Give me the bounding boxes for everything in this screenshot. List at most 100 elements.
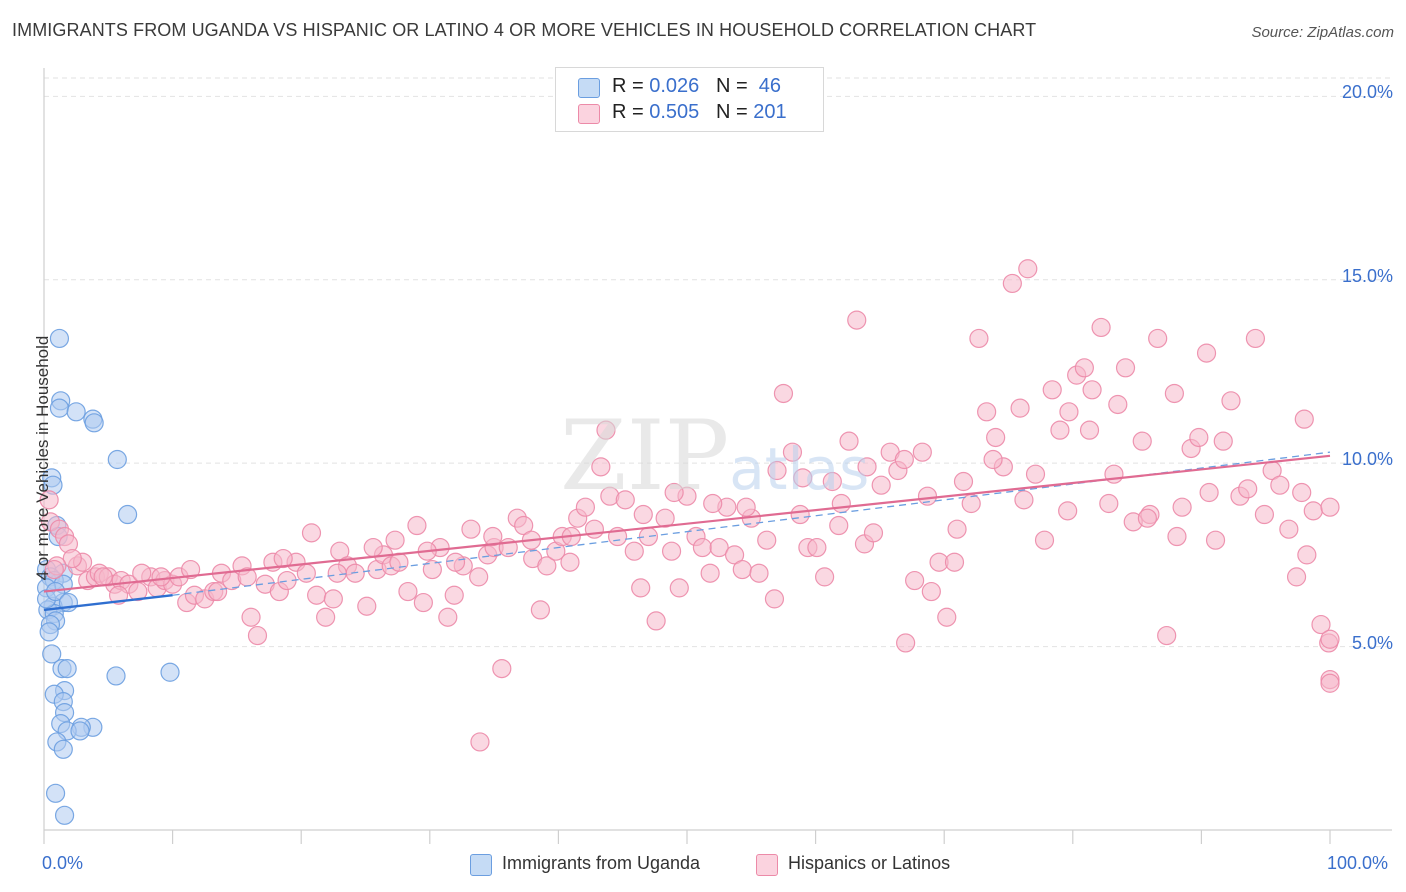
hispanic-point: [1294, 409, 1314, 429]
hispanic-point: [537, 556, 557, 576]
hispanic-point: [208, 581, 228, 602]
hispanic-point: [357, 596, 377, 616]
hispanic-point: [181, 559, 201, 580]
hispanic-point: [492, 658, 512, 679]
hispanic-point: [530, 600, 550, 620]
hispanic-point: [1238, 479, 1258, 499]
hispanic-point: [807, 537, 827, 558]
watermark-zip: ZIP: [560, 400, 730, 512]
hispanic-point: [1042, 380, 1062, 400]
hispanic-point: [151, 567, 171, 587]
hispanic-point: [1014, 490, 1034, 510]
hispanic-point: [661, 541, 682, 561]
hispanic-point: [1196, 343, 1217, 363]
hispanic-point: [1074, 358, 1094, 378]
bottom-legend-label-hispanic: Hispanics or Latinos: [788, 853, 951, 873]
hispanic-point: [1221, 391, 1241, 411]
hispanic-point: [631, 578, 651, 598]
hispanic-point: [1025, 464, 1046, 484]
hispanic-trend-line: [43, 454, 1331, 593]
stats-legend: R = 0.026 N = 46 R = 0.505 N = 201: [555, 67, 824, 132]
hispanic-point: [749, 563, 769, 583]
uganda-point: [45, 783, 66, 803]
hispanic-point: [1082, 380, 1102, 400]
hispanic-point: [1115, 358, 1136, 378]
hispanic-point: [1091, 317, 1111, 338]
source-label: Source: ZipAtlas.com: [1251, 24, 1394, 41]
hispanic-point: [732, 559, 752, 580]
hispanic-point: [1320, 497, 1340, 517]
hispanic-point: [1002, 273, 1022, 294]
hispanic-point: [1104, 464, 1124, 484]
uganda-points: [36, 328, 180, 825]
uganda-point: [66, 402, 86, 422]
hispanic-point: [1108, 394, 1128, 415]
hispanic-point: [839, 431, 859, 451]
hispanic-point: [764, 589, 785, 609]
hispanic-point: [944, 552, 965, 572]
hispanic-point: [413, 592, 433, 613]
hispanic-point: [773, 383, 794, 404]
hispanic-point: [1058, 501, 1078, 521]
hispanic-point: [1292, 482, 1312, 503]
hispanic-point: [1297, 545, 1317, 565]
hispanic-point: [782, 442, 803, 462]
hispanic-point: [1286, 567, 1307, 587]
hispanic-point: [983, 449, 1003, 470]
hispanic-point: [1059, 402, 1079, 422]
hispanic-point: [1148, 328, 1168, 349]
hispanic-point: [912, 442, 932, 462]
hispanic-point: [871, 475, 891, 495]
hispanic-point: [241, 607, 261, 627]
hispanic-point: [1099, 493, 1119, 514]
uganda-point: [106, 666, 126, 686]
hispanic-point: [584, 519, 605, 539]
hispanic-point: [757, 530, 777, 550]
hispanic-point: [307, 585, 327, 605]
axes: [43, 68, 1392, 844]
hispanic-point: [1132, 431, 1152, 451]
hispanic-point: [1034, 530, 1055, 550]
hispanic-point: [669, 578, 689, 598]
uganda-point: [49, 328, 70, 349]
hispanic-point: [857, 457, 877, 477]
hispanic-point: [407, 515, 427, 536]
legend-swatch-hispanic: [578, 104, 600, 124]
hispanic-point: [560, 552, 580, 572]
hispanic-point: [438, 607, 458, 627]
y-tick-label: 15.0%: [1341, 265, 1393, 286]
hispanic-point: [917, 486, 938, 506]
hispanic-point: [1205, 530, 1226, 550]
hispanic-point: [767, 460, 787, 481]
uganda-point: [42, 644, 62, 664]
hispanic-point: [894, 449, 914, 470]
hispanic-point: [575, 497, 596, 517]
uganda-point: [39, 622, 59, 642]
trend-lines: [43, 451, 1331, 612]
hispanic-point: [709, 537, 729, 558]
hispanic-point: [703, 493, 723, 514]
hispanic-point: [62, 548, 82, 569]
y-tick-label: 5.0%: [1351, 632, 1393, 653]
hispanic-point: [323, 589, 343, 609]
y-tick-label: 20.0%: [1341, 82, 1393, 103]
hispanic-point: [39, 490, 59, 510]
hispanic-point: [316, 607, 336, 627]
uganda-point: [53, 739, 73, 759]
hispanic-point: [1010, 398, 1030, 418]
hispanic-point: [664, 482, 684, 503]
legend-swatch-uganda: [578, 78, 600, 98]
hispanic-point: [1050, 420, 1070, 440]
bottom-legend-swatch-uganda: [470, 854, 492, 876]
hispanic-point: [1270, 475, 1290, 495]
hispanic-point: [646, 611, 666, 631]
hispanic-point: [385, 530, 405, 550]
uganda-trend-extension: [172, 451, 1331, 596]
hispanic-point: [1079, 420, 1100, 440]
hispanic-point: [445, 552, 466, 572]
uganda-point: [49, 398, 70, 418]
hispanic-point: [624, 541, 644, 561]
uganda-point: [57, 658, 77, 679]
hispanic-point: [363, 537, 383, 558]
hispanic-point: [247, 625, 268, 646]
